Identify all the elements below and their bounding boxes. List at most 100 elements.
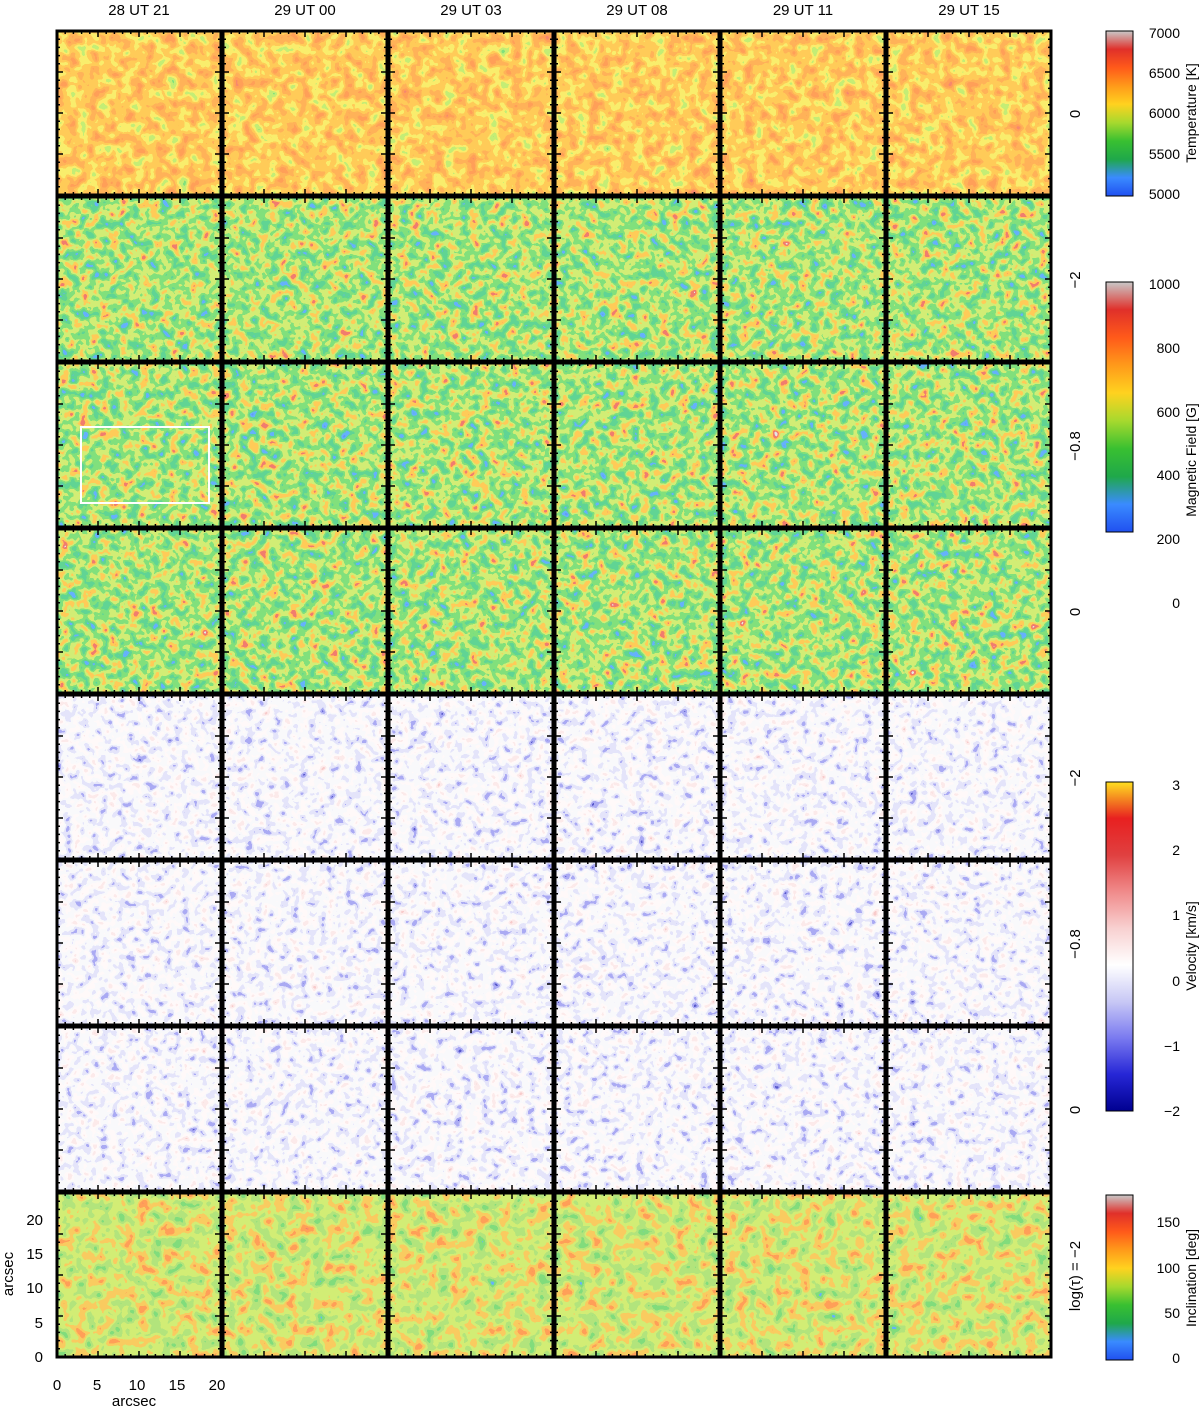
panel-ticks [223, 31, 387, 195]
map-texture [223, 197, 387, 361]
column-header: 29 UT 15 [938, 2, 999, 19]
panel-ticks [721, 197, 885, 361]
map-panel-magnetic-field [387, 527, 555, 695]
x-tick-label: 15 [169, 1377, 186, 1394]
map-texture [555, 363, 719, 527]
map-texture [887, 695, 1051, 859]
panel-ticks [57, 695, 221, 859]
y-tick-label: 5 [35, 1315, 43, 1332]
panel-ticks [721, 695, 885, 859]
panel-ticks [555, 31, 719, 195]
map-texture [887, 197, 1051, 361]
panel-ticks [721, 861, 885, 1025]
map-panel-temperature [885, 29, 1053, 197]
map-texture [555, 529, 719, 693]
colorbar-gradient-main [1105, 281, 1134, 533]
colorbar-tick: 5500 [1149, 146, 1180, 162]
panel-ticks [555, 197, 719, 361]
map-texture [721, 197, 885, 361]
map-panel-velocity [719, 693, 887, 861]
column-header: 29 UT 08 [606, 2, 667, 19]
map-panel-magnetic-field [55, 195, 223, 363]
map-panel-magnetic-field [885, 195, 1053, 363]
panel-ticks [555, 861, 719, 1025]
colorbar-tick: 50 [1164, 1305, 1180, 1321]
panel-ticks [57, 1193, 221, 1357]
map-panel-velocity [221, 693, 389, 861]
panel-ticks [389, 1027, 553, 1191]
map-texture [887, 861, 1051, 1025]
map-texture [887, 31, 1051, 195]
x-tick-label: 10 [129, 1377, 146, 1394]
region-box [80, 426, 210, 504]
row-labels: 0 −2 −0.8 0 −2 −0.8 0 log(τ) = −2 [1067, 110, 1084, 1311]
panel-ticks [887, 31, 1051, 195]
panel-ticks [223, 1193, 387, 1357]
map-texture [57, 695, 221, 859]
map-texture [389, 861, 553, 1025]
panel-ticks [57, 31, 221, 195]
colorbar-tick: 0 [1172, 973, 1180, 989]
map-panel-velocity [553, 693, 721, 861]
map-texture [57, 529, 221, 693]
panel-ticks [223, 861, 387, 1025]
map-texture [57, 1027, 221, 1191]
map-panel-magnetic-field [387, 195, 555, 363]
map-panel-inclination [553, 1191, 721, 1359]
map-texture [555, 197, 719, 361]
map-panel-velocity [387, 859, 555, 1027]
panel-ticks [57, 363, 221, 527]
row-label: 0 [1067, 608, 1084, 616]
map-panel-velocity [387, 693, 555, 861]
map-texture [223, 1027, 387, 1191]
map-panel-velocity [55, 693, 223, 861]
y-tick-label: 20 [26, 1212, 43, 1229]
map-texture [223, 1193, 387, 1357]
panel-ticks [555, 529, 719, 693]
colorbar-tick: 7000 [1149, 25, 1180, 41]
colorbar-velocity: 3 2 1 0 −1 −2 Velocity [km/s] [1105, 777, 1199, 1119]
map-texture [57, 861, 221, 1025]
colorbar-magnetic-field: 1000 800 600 400 200 0 Magnetic Field [G… [1105, 276, 1199, 611]
map-texture [887, 529, 1051, 693]
map-panel-velocity [55, 859, 223, 1027]
row-label: 0 [1067, 110, 1084, 118]
panel-ticks [223, 363, 387, 527]
map-panel-magnetic-field [885, 361, 1053, 529]
map-texture [389, 695, 553, 859]
map-texture [223, 695, 387, 859]
row-label: −2 [1067, 769, 1084, 786]
map-panel-velocity [719, 859, 887, 1027]
panel-ticks [389, 529, 553, 693]
panel-ticks [721, 363, 885, 527]
colorbar-tick: 6000 [1149, 105, 1180, 121]
map-panel-magnetic-field [221, 527, 389, 695]
map-panel-inclination [55, 1191, 223, 1359]
map-panel-temperature [387, 29, 555, 197]
panel-ticks [555, 695, 719, 859]
map-panel-velocity [221, 859, 389, 1027]
y-tick-label: 0 [35, 1349, 43, 1366]
map-texture [223, 861, 387, 1025]
y-tick-label: 15 [26, 1246, 43, 1263]
colorbar-tick: 2 [1172, 842, 1180, 858]
panel-ticks [223, 695, 387, 859]
panel-ticks [389, 197, 553, 361]
map-panel-velocity [387, 1025, 555, 1193]
map-texture [555, 695, 719, 859]
panel-ticks [721, 1027, 885, 1191]
map-texture [721, 695, 885, 859]
map-texture [721, 529, 885, 693]
panel-ticks [223, 529, 387, 693]
panel-ticks [887, 363, 1051, 527]
map-panel-inclination [221, 1191, 389, 1359]
colorbar-inclination: 150 100 50 0 Inclination [deg] [1105, 1194, 1199, 1366]
colorbar-tick: 0 [1172, 595, 1180, 611]
map-texture [721, 861, 885, 1025]
map-panel-temperature [553, 29, 721, 197]
map-texture [57, 197, 221, 361]
map-texture [389, 31, 553, 195]
x-tick-label: 0 [53, 1377, 61, 1394]
map-texture [721, 31, 885, 195]
